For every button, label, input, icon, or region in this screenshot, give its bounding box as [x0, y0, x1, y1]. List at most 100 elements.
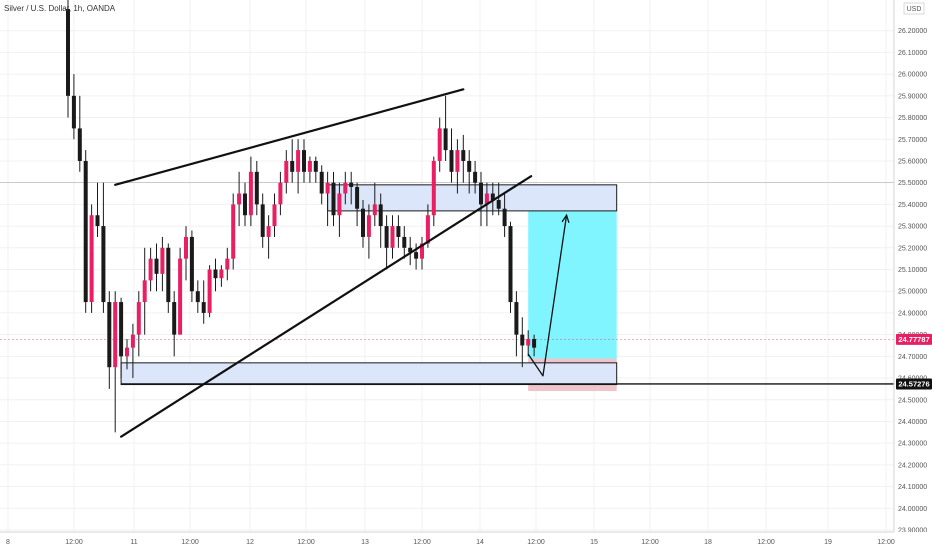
price-tick-label: 25.10000 [898, 267, 927, 274]
time-tick-label: 12:00 [297, 539, 315, 546]
candle [355, 182, 360, 227]
candle [467, 150, 472, 194]
candle [325, 171, 330, 227]
time-tick-label: 12 [246, 539, 254, 546]
candle [172, 291, 177, 357]
candle-body [325, 182, 330, 194]
candle-body [219, 269, 224, 279]
candle-body [484, 193, 489, 205]
price-tick-label: 26.00000 [898, 72, 927, 79]
price-tick-label: 25.00000 [898, 289, 927, 296]
candle [284, 150, 289, 194]
candle-body [349, 182, 354, 188]
candle [319, 165, 324, 205]
candle-body [260, 204, 265, 237]
candle-body [201, 302, 206, 313]
annotation-zones [0, 182, 894, 392]
time-tick-label: 8 [6, 539, 10, 546]
candle-body [195, 291, 200, 303]
price-tick-label: 24.70000 [898, 354, 927, 361]
time-axis[interactable]: 8 12:00 11 12:00 12 12:00 13 12:00 14 12:00 15 12:0… [6, 539, 895, 546]
candle [243, 182, 247, 227]
time-tick-label: 12:00 [65, 539, 83, 546]
candle-body [213, 269, 218, 279]
candle [219, 265, 224, 287]
candle-body [254, 171, 259, 205]
price-tick-label: 25.60000 [898, 158, 927, 165]
candle-body [248, 171, 253, 216]
candle-body [490, 193, 495, 201]
candle-body [225, 258, 230, 270]
price-tick-label: 25.40000 [898, 202, 927, 209]
price-tick-label: 23.90000 [898, 528, 927, 535]
candle-body [319, 171, 324, 194]
time-tick-label: 12:00 [181, 539, 199, 546]
time-tick-label: 12:00 [413, 539, 431, 546]
candle [302, 139, 306, 183]
price-tick-label: 25.70000 [898, 137, 927, 144]
candle-body [189, 236, 194, 292]
candle-body [355, 187, 360, 209]
time-tick-label: 18 [704, 539, 712, 546]
candle [473, 160, 478, 194]
candle-body [243, 193, 247, 216]
candle [526, 330, 531, 357]
candle [213, 258, 218, 292]
candle [408, 236, 413, 266]
candle-body [107, 302, 112, 368]
demand-zone [120, 362, 618, 386]
candle-body [89, 215, 94, 303]
drawing-tools [114, 88, 570, 438]
candle-body [337, 193, 342, 216]
candle-body [66, 9, 70, 96]
candle [89, 204, 94, 313]
candle-body [425, 215, 430, 244]
candle-body [384, 226, 389, 248]
candle-body [237, 193, 242, 205]
candle-body [184, 236, 188, 259]
candle [77, 95, 82, 172]
candle-body [77, 128, 82, 161]
time-tick-label: 12:00 [877, 539, 895, 546]
candle-body [396, 226, 401, 237]
candle [166, 243, 171, 313]
candle-body [119, 302, 124, 357]
candle [107, 291, 112, 389]
price-tick-label: 25.20000 [898, 245, 927, 252]
candle-body [83, 160, 88, 303]
candle-body [113, 302, 118, 368]
price-tick-label: 24.20000 [898, 462, 927, 469]
current-price-label-bg [896, 333, 932, 345]
candle [142, 247, 147, 335]
candle-body [95, 215, 100, 227]
candle-body [302, 150, 306, 172]
candle-body [166, 247, 171, 303]
time-axis-background [0, 532, 932, 550]
candle [431, 156, 436, 227]
candle-body [378, 204, 383, 227]
price-tick-label: 24.40000 [898, 419, 927, 426]
candle-body [331, 182, 336, 216]
candle [455, 139, 460, 194]
candle [136, 291, 141, 357]
time-tick-label: 14 [476, 539, 484, 546]
candle-body [390, 226, 395, 248]
candle [254, 160, 259, 216]
price-tick-label: 26.20000 [898, 28, 927, 35]
candle [237, 171, 242, 227]
candle [479, 171, 483, 227]
level-price-label: 24.57276 [896, 378, 932, 390]
time-tick-label: 13 [361, 539, 369, 546]
candle [490, 182, 495, 216]
candle-body [455, 150, 460, 172]
currency-badge[interactable] [903, 2, 925, 15]
candle [272, 193, 277, 237]
candle-body [502, 208, 507, 227]
candle [443, 95, 448, 161]
projection-arrow-head [561, 213, 570, 224]
candle-body [136, 302, 141, 335]
candle [449, 128, 454, 183]
price-tick-label: 24.30000 [898, 441, 927, 448]
